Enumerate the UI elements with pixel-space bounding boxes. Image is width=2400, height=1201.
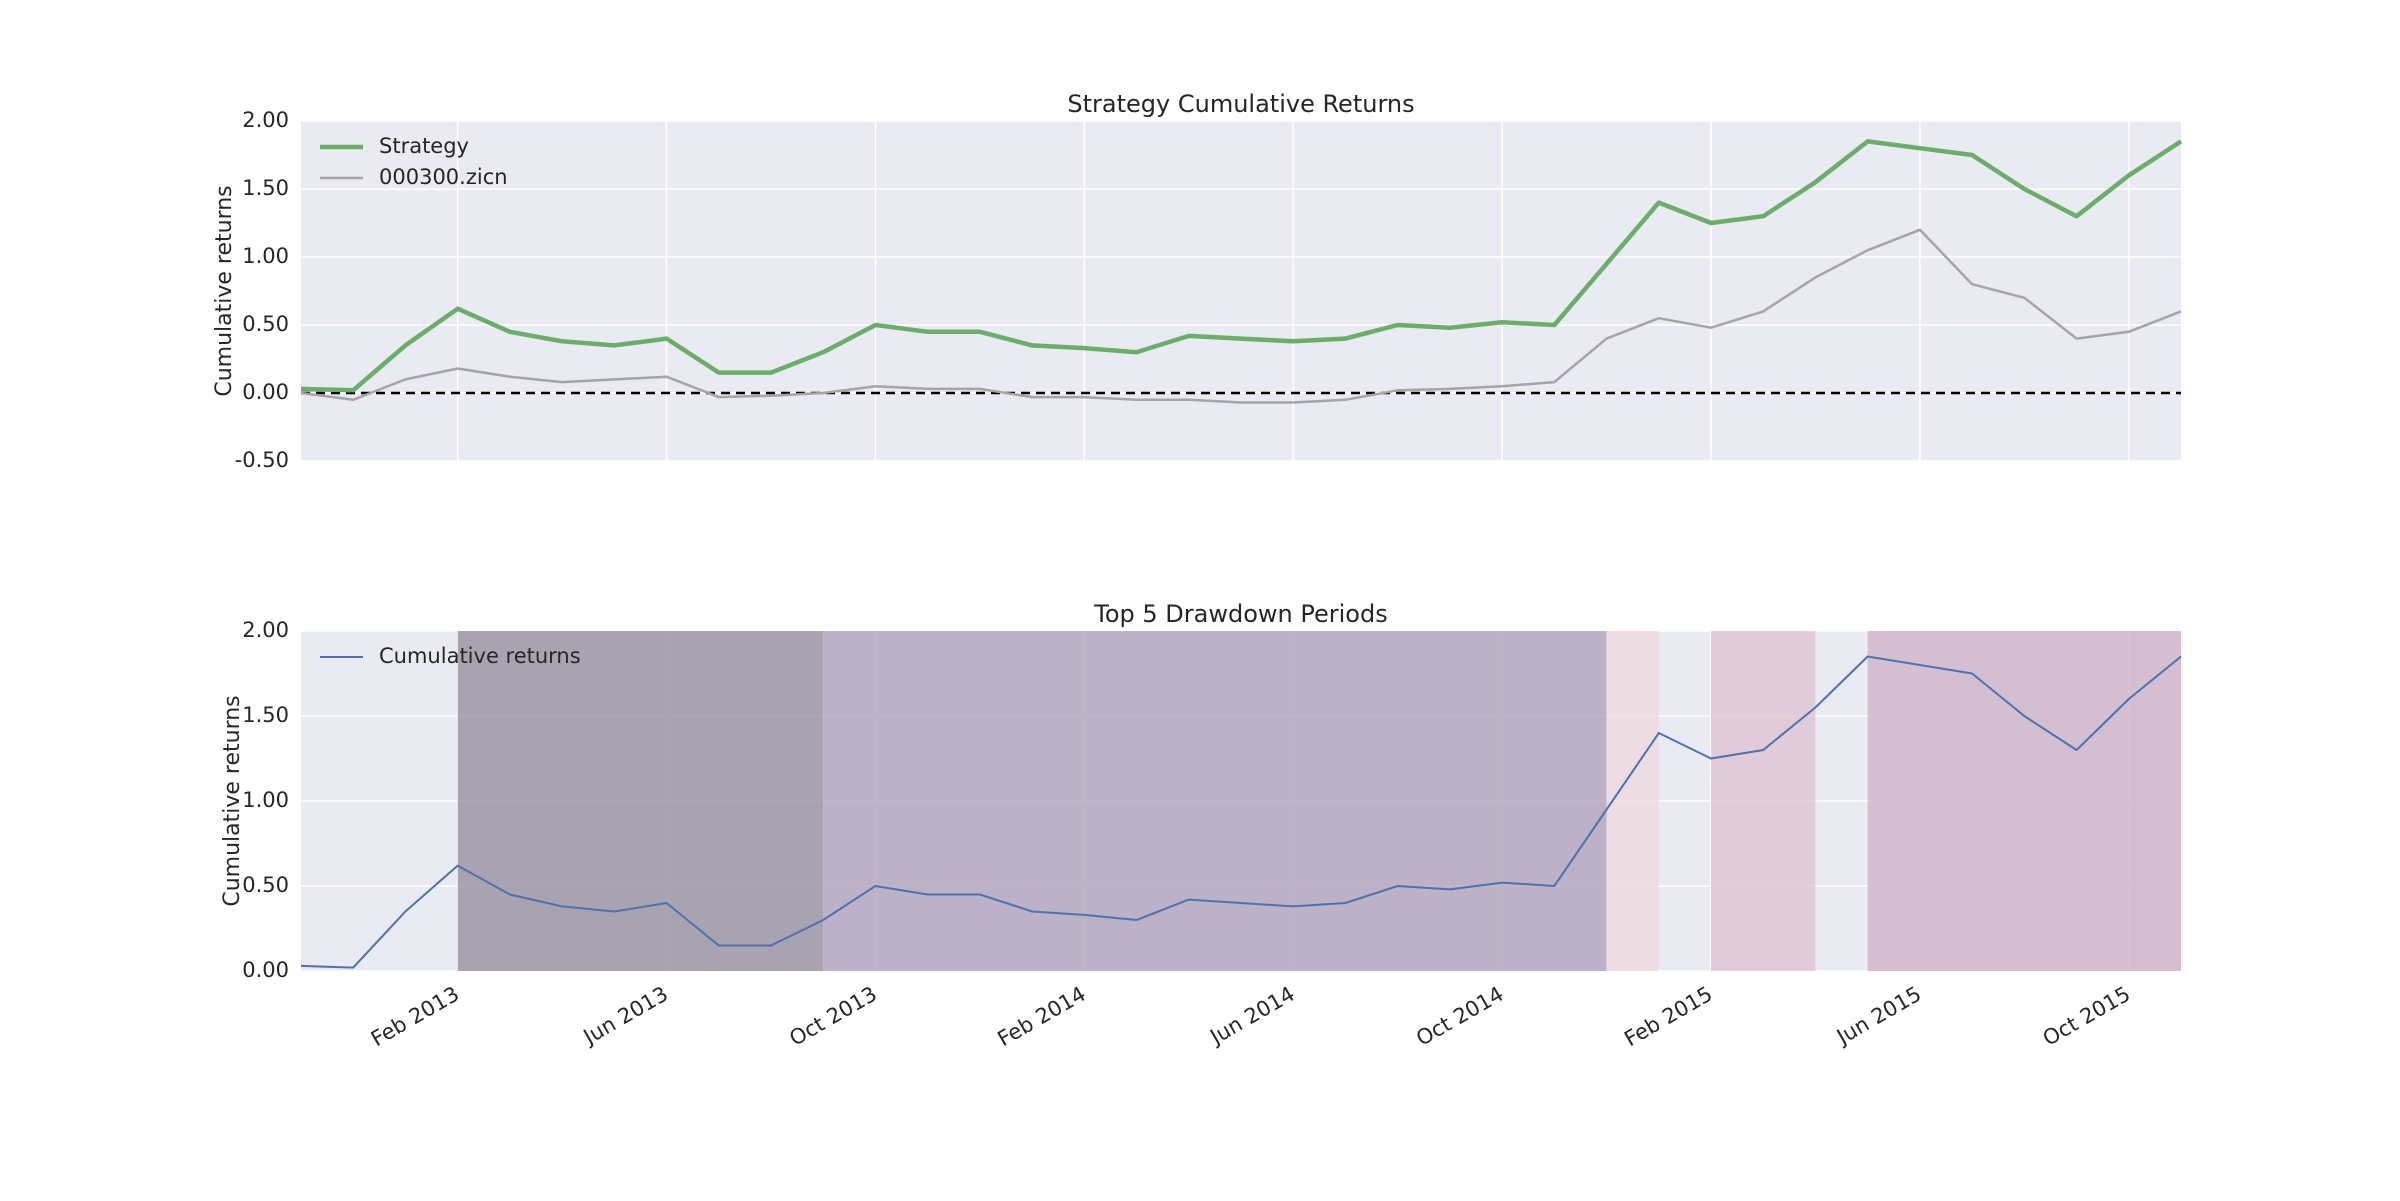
x-tick-label: Feb 2014	[994, 982, 1090, 1051]
series-line	[300, 228, 2182, 404]
drawdown-span	[1867, 631, 2181, 971]
drawdown-span	[1606, 631, 1659, 971]
x-tick-label: Jun 2015	[1831, 982, 1925, 1050]
y-tick-label: 0.50	[242, 873, 289, 897]
legend-label: Strategy	[379, 134, 469, 158]
y-tick-label: 2.00	[242, 618, 289, 642]
y-tick-label: 0.50	[242, 312, 289, 336]
y-tick-label: -0.50	[235, 448, 289, 472]
x-tick-label: Oct 2013	[785, 982, 881, 1051]
y-tick-label: 0.00	[242, 380, 289, 404]
x-tick-label: Feb 2015	[1620, 982, 1716, 1051]
y-tick-label: 0.00	[242, 958, 289, 982]
x-tick-label: Feb 2013	[367, 982, 463, 1051]
drawdown-span	[1711, 631, 1816, 971]
chart-title: Top 5 Drawdown Periods	[1093, 600, 1387, 628]
y-tick-label: 1.00	[242, 788, 289, 812]
x-tick-label: Oct 2015	[2039, 982, 2135, 1051]
y-tick-label: 1.50	[242, 703, 289, 727]
y-axis-label: Cumulative returns	[220, 695, 245, 906]
chart-title: Strategy Cumulative Returns	[1067, 90, 1414, 118]
plot-background	[301, 121, 2181, 461]
y-axis-label: Cumulative returns	[212, 185, 237, 396]
series-line	[300, 139, 2183, 393]
y-tick-label: 2.00	[242, 108, 289, 132]
x-tick-label: Jun 2013	[578, 982, 672, 1050]
y-tick-label: 1.50	[242, 176, 289, 200]
series-line	[300, 655, 2182, 969]
x-tick-label: Oct 2014	[1412, 982, 1508, 1051]
x-tick-label: Jun 2014	[1205, 982, 1299, 1050]
drawdown-span	[457, 631, 824, 971]
legend-label: Cumulative returns	[379, 644, 581, 668]
legend-label: 000300.zicn	[379, 165, 508, 189]
drawdown-span	[823, 631, 1607, 971]
y-tick-label: 1.00	[242, 244, 289, 268]
